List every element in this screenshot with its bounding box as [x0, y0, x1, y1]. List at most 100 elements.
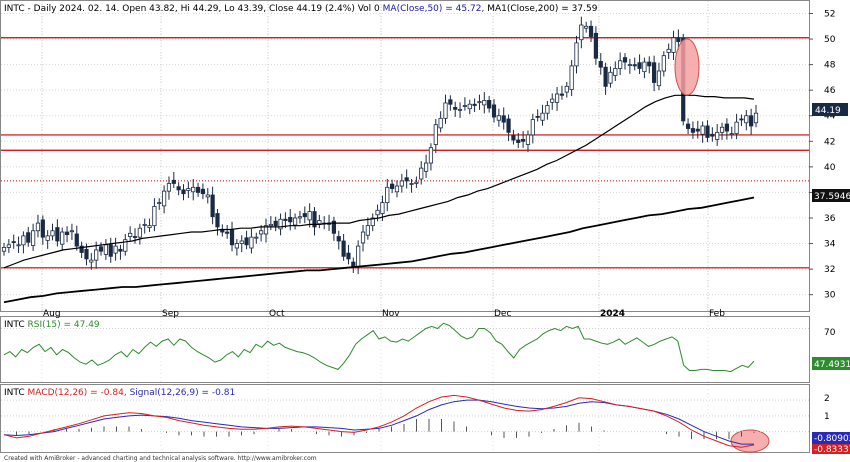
candle-body [457, 108, 463, 111]
svg-text:-0.809026: -0.809026 [814, 434, 850, 444]
candle-body [21, 235, 26, 246]
candle-body [530, 119, 535, 136]
candle-body [409, 183, 414, 185]
candle-body [598, 61, 603, 68]
candle-body [511, 135, 516, 141]
footer-credit: Created with AmiBroker - advanced charti… [4, 455, 317, 462]
candle-body [482, 100, 487, 106]
candle-body [603, 66, 608, 87]
candle-body [559, 93, 565, 96]
macd-badge: -0.809026 [812, 432, 850, 444]
last-price-badge: 44.19 [812, 103, 848, 116]
candle-body [685, 123, 691, 129]
candle-body [622, 57, 628, 63]
candle-body [506, 118, 511, 133]
candle-body [690, 128, 696, 133]
candle-body [98, 246, 104, 252]
macd-tick-2: 2 [824, 394, 830, 404]
candle-body [176, 186, 181, 191]
ma200-badge: 37.5946 [812, 189, 850, 202]
candle-body [263, 225, 269, 235]
candle-body [191, 186, 196, 193]
candle-body [487, 100, 492, 109]
candle-body [608, 71, 613, 84]
candle-body [390, 183, 395, 189]
candle-body [16, 244, 21, 247]
svg-text:37.5946: 37.5946 [814, 192, 850, 202]
candle-body [540, 112, 545, 121]
candle-body [166, 183, 172, 192]
svg-text:47.4931: 47.4931 [814, 360, 850, 370]
candle-body [45, 235, 50, 241]
candle-body [365, 225, 370, 236]
candle-body [423, 162, 429, 172]
candle-body [268, 223, 273, 227]
candle-body [152, 206, 157, 227]
candle-body [438, 117, 443, 129]
month-label: Feb [709, 309, 725, 319]
candle-body [79, 245, 84, 253]
candle-body [292, 217, 298, 226]
month-label: Dec [494, 309, 511, 319]
candle-body [627, 64, 632, 67]
candle-body [171, 179, 176, 184]
candle-body [288, 216, 293, 223]
candle-body [574, 42, 579, 67]
candle-body [516, 139, 521, 143]
candle-body [477, 101, 482, 104]
candle-body [1, 246, 7, 252]
candle-body [443, 102, 448, 119]
candle-body [142, 223, 147, 226]
candle-body [341, 240, 346, 257]
candle-body [399, 180, 404, 187]
price-highlight-ellipse [674, 38, 700, 96]
candle-body [317, 220, 322, 225]
candle-body [700, 125, 705, 135]
candle-body [123, 239, 128, 252]
candle-body [297, 216, 303, 219]
candle-body [278, 218, 283, 230]
candle-body [637, 62, 642, 69]
candle-body [113, 245, 118, 254]
candle-body [132, 236, 138, 238]
month-axis: Aug Sep Oct Nov Dec 2024 Feb [43, 309, 725, 319]
candle-body [360, 231, 366, 244]
macd-tick-1: 1 [824, 412, 830, 422]
candle-body [739, 118, 744, 121]
candle-body [535, 115, 540, 118]
candle-body [380, 202, 385, 214]
candle-body [307, 211, 312, 221]
candle-body [302, 213, 307, 218]
candle-body [666, 48, 671, 53]
price-tick-label: 32 [824, 265, 835, 275]
price-tick-label: 48 [824, 61, 836, 71]
candle-body [195, 186, 201, 193]
month-label: Aug [43, 309, 61, 319]
price-tick-label: 44 [824, 112, 836, 122]
candle-body [64, 231, 70, 235]
candle-body [472, 103, 477, 106]
candle-body [229, 229, 235, 246]
rsi-line [3, 322, 755, 373]
candle-body [710, 133, 715, 137]
candle-body [642, 61, 647, 73]
candle-body [312, 211, 317, 228]
month-label: Nov [382, 309, 400, 319]
candle-body [545, 105, 550, 114]
rsi-panel-frame [0, 316, 810, 383]
candle-body [205, 194, 210, 198]
candle-body [719, 126, 725, 133]
svg-text:44.19: 44.19 [815, 106, 841, 116]
month-label: 2024 [600, 309, 625, 319]
candle-body [671, 37, 676, 53]
price-tick-label: 30 [824, 291, 836, 301]
candle-body [89, 259, 94, 263]
candle-body [414, 181, 419, 184]
candle-body [419, 167, 424, 180]
candle-body [26, 232, 31, 243]
candle-body [661, 55, 666, 72]
candlesticks [1, 16, 759, 275]
candle-body [74, 233, 79, 247]
